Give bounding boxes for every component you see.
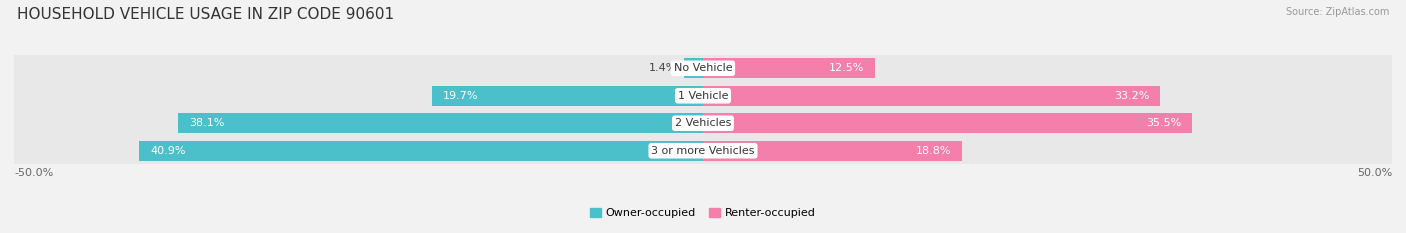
Bar <box>432 86 703 106</box>
Bar <box>14 82 1392 110</box>
Bar <box>703 113 1192 133</box>
Bar <box>14 55 1392 82</box>
Bar <box>703 141 962 161</box>
Bar <box>139 141 703 161</box>
Text: 1.4%: 1.4% <box>648 63 676 73</box>
Text: No Vehicle: No Vehicle <box>673 63 733 73</box>
Text: 35.5%: 35.5% <box>1146 118 1181 128</box>
Bar <box>703 58 875 78</box>
Text: Source: ZipAtlas.com: Source: ZipAtlas.com <box>1285 7 1389 17</box>
Bar <box>179 113 703 133</box>
Text: 40.9%: 40.9% <box>150 146 186 156</box>
Text: HOUSEHOLD VEHICLE USAGE IN ZIP CODE 90601: HOUSEHOLD VEHICLE USAGE IN ZIP CODE 9060… <box>17 7 394 22</box>
Text: 2 Vehicles: 2 Vehicles <box>675 118 731 128</box>
Bar <box>683 58 703 78</box>
Text: 18.8%: 18.8% <box>915 146 950 156</box>
Text: 1 Vehicle: 1 Vehicle <box>678 91 728 101</box>
Bar <box>14 137 1392 164</box>
Text: 50.0%: 50.0% <box>1357 168 1392 178</box>
Bar <box>703 86 1160 106</box>
Text: 38.1%: 38.1% <box>188 118 225 128</box>
Text: 12.5%: 12.5% <box>828 63 865 73</box>
Text: 3 or more Vehicles: 3 or more Vehicles <box>651 146 755 156</box>
Text: 33.2%: 33.2% <box>1114 91 1150 101</box>
Bar <box>14 110 1392 137</box>
Text: -50.0%: -50.0% <box>14 168 53 178</box>
Text: 19.7%: 19.7% <box>443 91 478 101</box>
Legend: Owner-occupied, Renter-occupied: Owner-occupied, Renter-occupied <box>586 204 820 223</box>
